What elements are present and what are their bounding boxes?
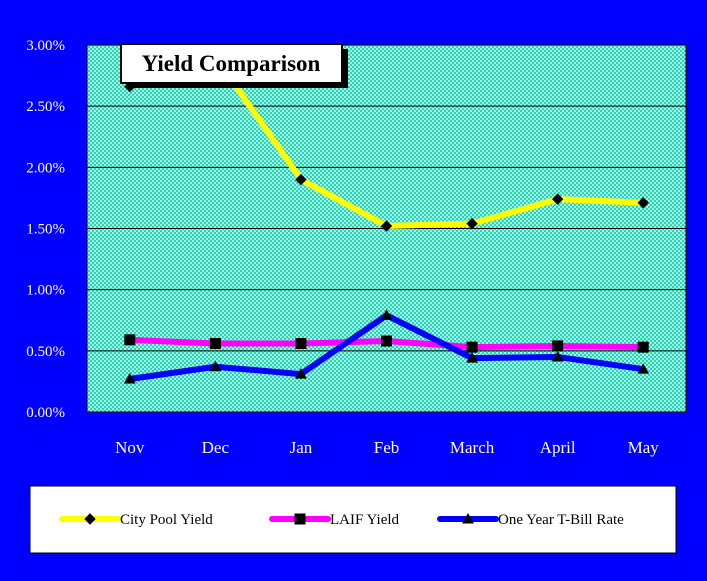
- y-tick-label: 1.50%: [26, 222, 65, 238]
- chart-title-box: Yield Comparison: [120, 43, 348, 88]
- data-point: [380, 309, 393, 320]
- x-axis-ticks: Nov Dec Jan Feb March April May: [115, 438, 659, 457]
- x-tick-label: Feb: [374, 438, 400, 457]
- y-tick-label: 2.50%: [26, 99, 65, 115]
- gridlines: [87, 105, 686, 352]
- x-tick-label: Nov: [115, 438, 145, 457]
- y-tick-label: 0.00%: [26, 405, 65, 421]
- y-tick-label: 2.00%: [26, 160, 65, 176]
- y-axis-ticks: 0.00% 0.50% 1.00% 1.50% 2.00% 2.50% 3.00%: [26, 38, 65, 421]
- legend-box: [29, 485, 677, 554]
- x-tick-label: Jan: [290, 438, 313, 457]
- data-point: [295, 173, 307, 186]
- data-point: [637, 341, 649, 353]
- legend-label: City Pool Yield: [120, 512, 213, 528]
- data-point: [380, 220, 393, 232]
- data-point: [552, 340, 564, 352]
- data-point: [381, 335, 392, 347]
- legend-label: LAIF Yield: [330, 512, 400, 528]
- data-point: [466, 217, 478, 230]
- legend-marker: [84, 513, 96, 525]
- legend: City Pool Yield LAIF Yield One Year T-Bill…: [29, 485, 677, 554]
- x-tick-label: April: [540, 438, 576, 457]
- legend-marker: [462, 512, 474, 524]
- data-point: [466, 352, 478, 363]
- data-point: [123, 372, 136, 384]
- legend-marker: [294, 513, 306, 525]
- data-point: [209, 337, 221, 349]
- data-point: [637, 363, 650, 374]
- data-point: [466, 341, 478, 353]
- y-tick-label: 1.00%: [26, 283, 65, 299]
- legend-label: One Year T-Bill Rate: [498, 512, 624, 528]
- data-point: [551, 350, 564, 362]
- data-point: [295, 368, 307, 379]
- data-point: [209, 360, 222, 372]
- x-tick-label: March: [450, 438, 495, 457]
- data-point: [637, 197, 649, 209]
- x-tick-label: Dec: [202, 438, 230, 457]
- data-point: [295, 337, 307, 349]
- chart-title: Yield Comparison: [142, 51, 321, 76]
- y-tick-label: 3.00%: [26, 38, 65, 54]
- x-tick-label: May: [628, 438, 660, 457]
- data-point: [124, 334, 136, 346]
- data-point: [551, 193, 564, 205]
- y-tick-label: 0.50%: [26, 344, 65, 360]
